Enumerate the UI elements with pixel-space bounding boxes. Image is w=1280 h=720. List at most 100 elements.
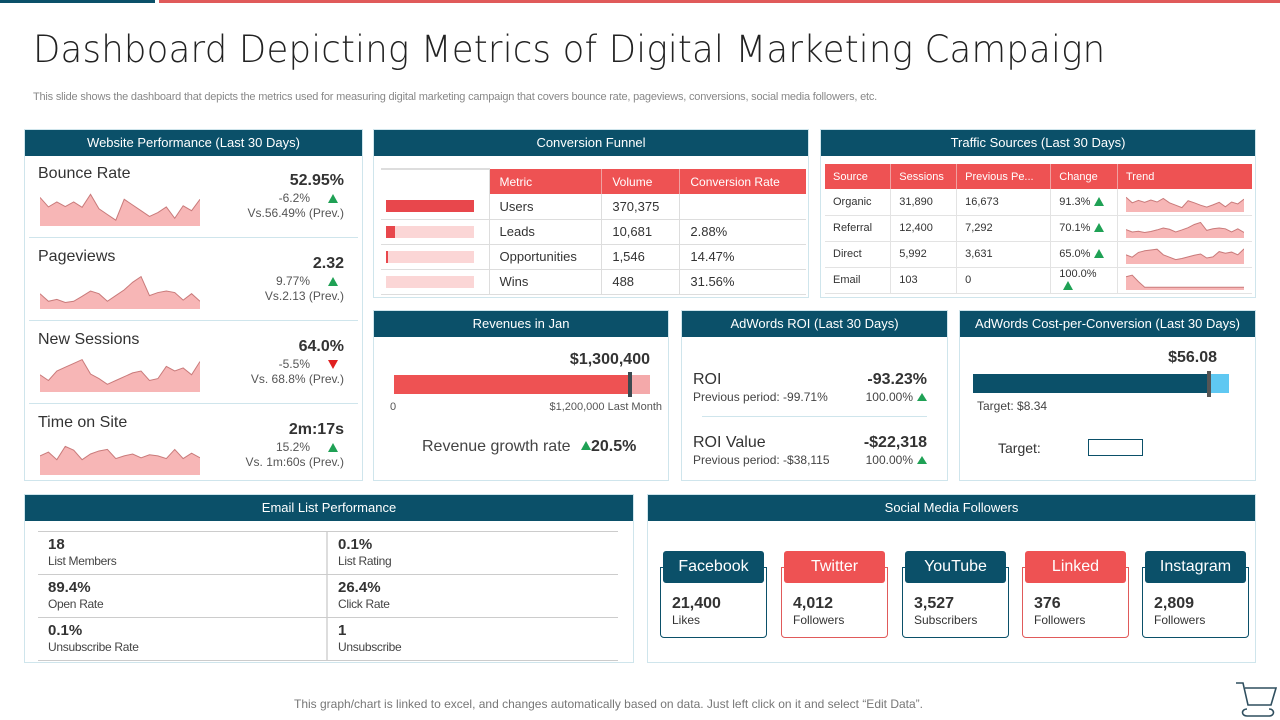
adwords-roi-panel: AdWords ROI (Last 30 Days) ROI Previous …	[681, 310, 948, 481]
funnel-bar-fill	[386, 200, 474, 213]
social-count-label: Followers	[1034, 613, 1086, 627]
table-row: Email 103 0 100.0%	[825, 267, 1252, 294]
metric-value: 2m:17s	[288, 421, 344, 438]
metric-label: New Sessions	[38, 331, 140, 348]
metric-change: 9.77%	[275, 274, 310, 288]
sparkline-chart	[39, 275, 201, 309]
conversion-funnel-panel: Conversion Funnel Metric Volume Conversi…	[373, 129, 809, 298]
funnel-metric: Opportunities	[489, 244, 603, 270]
source-change: 65.0%	[1059, 248, 1091, 260]
social-count: 21,400	[672, 595, 721, 612]
triangle-up-icon	[328, 443, 338, 452]
email-stat: 0.1% List Rating	[328, 532, 618, 574]
social-card-facebook: Facebook 21,400 Likes	[660, 551, 767, 638]
roi-change: 100.00%	[866, 453, 927, 467]
metric-change: -6.2%	[278, 191, 310, 205]
funnel-volume: 370,375	[601, 194, 681, 220]
conversion-funnel-table: Metric Volume Conversion Rate Users 370,…	[381, 168, 806, 295]
email-stat: 89.4% Open Rate	[38, 575, 328, 617]
revenue-last-month-marker	[627, 372, 632, 397]
sparkline-line	[39, 275, 201, 303]
social-platform-name: YouTube	[905, 551, 1006, 583]
column-header: Sessions	[890, 164, 958, 189]
top-accent-bar-dark	[0, 0, 155, 3]
social-count-label: Followers	[1154, 613, 1206, 627]
table-row: Users 370,375	[381, 194, 806, 220]
social-count: 4,012	[793, 595, 834, 612]
social-count: 2,809	[1154, 595, 1195, 612]
metric-change: -5.5%	[278, 357, 310, 371]
triangle-up-icon	[328, 194, 338, 203]
sparkline-chart	[39, 358, 201, 392]
source-sessions: 12,400	[890, 215, 958, 242]
top-accent-bar-red	[159, 0, 1280, 3]
metric-previous: Vs. 68.8% (Prev.)	[250, 372, 344, 386]
funnel-metric: Wins	[489, 269, 603, 295]
social-count-label: Followers	[793, 613, 845, 627]
triangle-up-icon	[1063, 281, 1074, 290]
metric-row: Pageviews 2.32 9.77% Vs.2.13 (Prev.)	[29, 240, 358, 322]
divider	[702, 416, 927, 417]
table-row: Opportunities 1,546 14.47%	[381, 244, 806, 270]
email-stat-value: 26.4%	[338, 579, 381, 596]
email-stat-label: Unsubscribe	[338, 640, 402, 654]
target-input[interactable]	[1088, 439, 1143, 456]
social-card-twitter: Twitter 4,012 Followers	[781, 551, 888, 638]
funnel-volume: 488	[601, 269, 681, 295]
funnel-bar-cell	[381, 194, 490, 220]
source-trend-cell	[1117, 189, 1252, 216]
roi-change-value: 100.00%	[865, 390, 913, 404]
source-change: 100.0%	[1059, 268, 1097, 280]
social-platform-name: Twitter	[784, 551, 885, 583]
roi-label: ROI	[693, 371, 722, 388]
panel-header: AdWords ROI (Last 30 Days)	[682, 311, 947, 337]
metric-row: Bounce Rate 52.95% -6.2% Vs.56.49% (Prev…	[29, 157, 358, 239]
column-header: Trend	[1117, 164, 1252, 189]
source-sessions: 103	[890, 267, 958, 294]
email-stat-label: Unsubscribe Rate	[48, 640, 139, 654]
social-count-label: Subscribers	[914, 613, 978, 627]
sparkline-line	[1126, 248, 1244, 261]
sparkline-line	[39, 193, 201, 221]
sparkline-line	[39, 358, 201, 385]
triangle-up-icon	[1094, 223, 1105, 232]
email-stat-value: 0.1%	[338, 536, 373, 553]
email-stat-value: 89.4%	[48, 579, 91, 596]
email-stat: 1 Unsubscribe	[328, 618, 618, 660]
sparkline-area	[40, 446, 200, 475]
page-subtitle: This slide shows the dashboard that depi…	[33, 91, 878, 103]
revenue-growth: Revenue growth rate 20.5%	[422, 438, 636, 456]
funnel-bar	[386, 200, 474, 213]
shopping-cart-icon[interactable]	[1233, 679, 1279, 719]
revenue-bar-fill	[394, 375, 630, 394]
adwords-cpc-panel: AdWords Cost-per-Conversion (Last 30 Day…	[959, 310, 1256, 481]
table-row: Wins 488 31.56%	[381, 269, 806, 295]
bar-column-header	[381, 168, 490, 194]
metric-label: Time on Site	[38, 414, 128, 431]
column-header: Change	[1050, 164, 1118, 189]
source-sessions: 5,992	[890, 241, 958, 268]
social-platform-name: Instagram	[1145, 551, 1246, 583]
panel-header: Social Media Followers	[648, 495, 1255, 521]
source-change-cell: 100.0%	[1050, 267, 1118, 294]
funnel-bar-fill	[386, 250, 388, 263]
sparkline-line	[1126, 221, 1244, 233]
metric-value: 64.0%	[298, 338, 344, 355]
metric-sparkline	[39, 350, 201, 392]
email-stat: 26.4% Click Rate	[328, 575, 618, 617]
roi-value-item: ROI Value Previous period: -$38,115 -$22…	[693, 434, 931, 474]
source-name: Email	[825, 267, 892, 294]
column-header: Previous Pe...	[956, 164, 1052, 189]
triangle-up-icon	[1094, 196, 1105, 206]
source-change: 91.3%	[1059, 195, 1091, 208]
funnel-metric: Users	[489, 194, 603, 220]
roi-item: ROI Previous period: -99.71% -93.23% 100…	[693, 371, 931, 411]
sparkline-chart	[1126, 274, 1244, 290]
divider	[29, 237, 358, 238]
sparkline-chart	[1126, 221, 1244, 238]
funnel-volume: 1,546	[601, 244, 681, 270]
metric-value: 2.32	[312, 255, 344, 272]
table-header-row: Source Sessions Previous Pe... Change Tr…	[825, 164, 1252, 189]
metric-sparkline	[39, 433, 201, 475]
roi-value: -$22,318	[863, 434, 927, 451]
